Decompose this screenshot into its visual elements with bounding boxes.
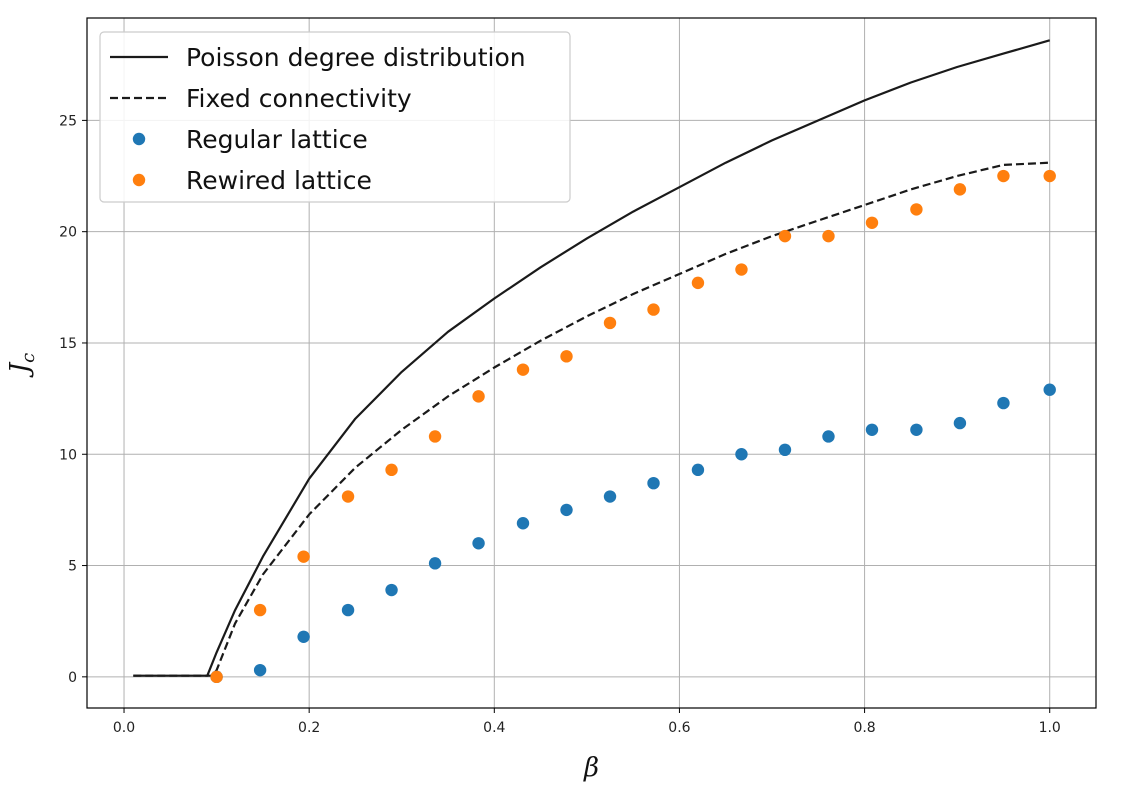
data-point-rewired-lattice <box>210 670 223 684</box>
data-point-regular-lattice <box>341 603 355 617</box>
legend-label-rewired-lattice: Rewired lattice <box>186 166 372 195</box>
x-tick-label: 0.2 <box>298 720 320 736</box>
y-tick-label: 0 <box>68 670 77 686</box>
plot-frame <box>86 17 1097 709</box>
legend-label-fixed-connectivity: Fixed connectivity <box>186 84 412 113</box>
data-point-regular-lattice <box>297 630 310 643</box>
data-point-regular-lattice <box>1043 383 1056 396</box>
data-point-rewired-lattice <box>647 303 660 316</box>
y-tick-label: 5 <box>68 559 77 575</box>
legend-swatch-rewired-lattice <box>132 173 146 187</box>
data-point-rewired-lattice <box>997 169 1010 183</box>
data-point-regular-lattice <box>953 416 967 430</box>
x-tick-label: 0.4 <box>483 720 505 736</box>
data-point-regular-lattice <box>691 463 705 477</box>
y-tick-label: 20 <box>59 225 77 241</box>
series-line-poisson-degree-distribution <box>133 39 1051 677</box>
y-tick-label: 25 <box>59 113 77 129</box>
x-tick-label: 0.8 <box>853 720 875 736</box>
data-point-regular-lattice <box>735 448 748 461</box>
series-layer <box>133 39 1056 684</box>
y-tick-label: 15 <box>59 336 77 352</box>
data-point-rewired-lattice <box>428 430 442 443</box>
x-axis-label: β <box>583 753 599 783</box>
data-point-rewired-lattice <box>778 229 792 243</box>
data-point-rewired-lattice <box>1043 169 1056 183</box>
series-line-fixed-connectivity <box>133 161 1050 677</box>
data-point-regular-lattice <box>253 663 267 677</box>
data-point-rewired-lattice <box>865 216 879 229</box>
data-point-regular-lattice <box>910 423 923 436</box>
data-point-regular-lattice <box>997 396 1010 410</box>
data-point-rewired-lattice <box>735 263 748 276</box>
data-point-regular-lattice <box>822 430 835 443</box>
y-axis-label-main: J <box>5 361 35 378</box>
data-point-rewired-lattice <box>297 550 310 563</box>
data-point-regular-lattice <box>603 490 617 503</box>
data-point-rewired-lattice <box>691 276 705 290</box>
x-tick-label: 0.0 <box>113 720 135 736</box>
y-axis-label-subscript: c <box>18 353 39 363</box>
data-point-rewired-lattice <box>560 350 573 363</box>
data-point-rewired-lattice <box>253 603 267 617</box>
data-point-rewired-lattice <box>341 490 355 503</box>
data-point-regular-lattice <box>647 476 660 490</box>
legend-box <box>99 31 571 203</box>
data-point-regular-lattice <box>865 423 879 436</box>
data-point-regular-lattice <box>472 537 485 550</box>
data-point-regular-lattice <box>560 503 573 517</box>
legend-label-regular-lattice: Regular lattice <box>186 125 368 154</box>
y-tick-label: 10 <box>59 447 77 463</box>
y-ticks: 0 5 10 15 20 25 <box>59 113 87 686</box>
x-tick-label: 0.6 <box>668 720 690 736</box>
legend-swatch-regular-lattice <box>132 132 146 146</box>
data-point-rewired-lattice <box>603 316 617 330</box>
data-point-rewired-lattice <box>953 183 967 196</box>
data-point-rewired-lattice <box>822 229 835 243</box>
legend-label-poisson-degree-distribution: Poisson degree distribution <box>186 43 526 72</box>
data-point-rewired-lattice <box>910 203 923 216</box>
data-point-regular-lattice <box>516 517 530 530</box>
data-point-regular-lattice <box>428 557 442 570</box>
y-axis-label: Jc <box>5 353 39 379</box>
data-point-regular-lattice <box>778 443 792 457</box>
data-point-rewired-lattice <box>385 463 398 477</box>
data-point-regular-lattice <box>385 583 398 597</box>
data-point-rewired-lattice <box>472 390 485 403</box>
legend: Poisson degree distribution Fixed connect… <box>99 31 571 203</box>
x-tick-label: 1.0 <box>1039 720 1061 736</box>
data-point-rewired-lattice <box>516 363 530 376</box>
x-ticks: 0.0 0.2 0.4 0.6 0.8 1.0 <box>113 708 1061 736</box>
